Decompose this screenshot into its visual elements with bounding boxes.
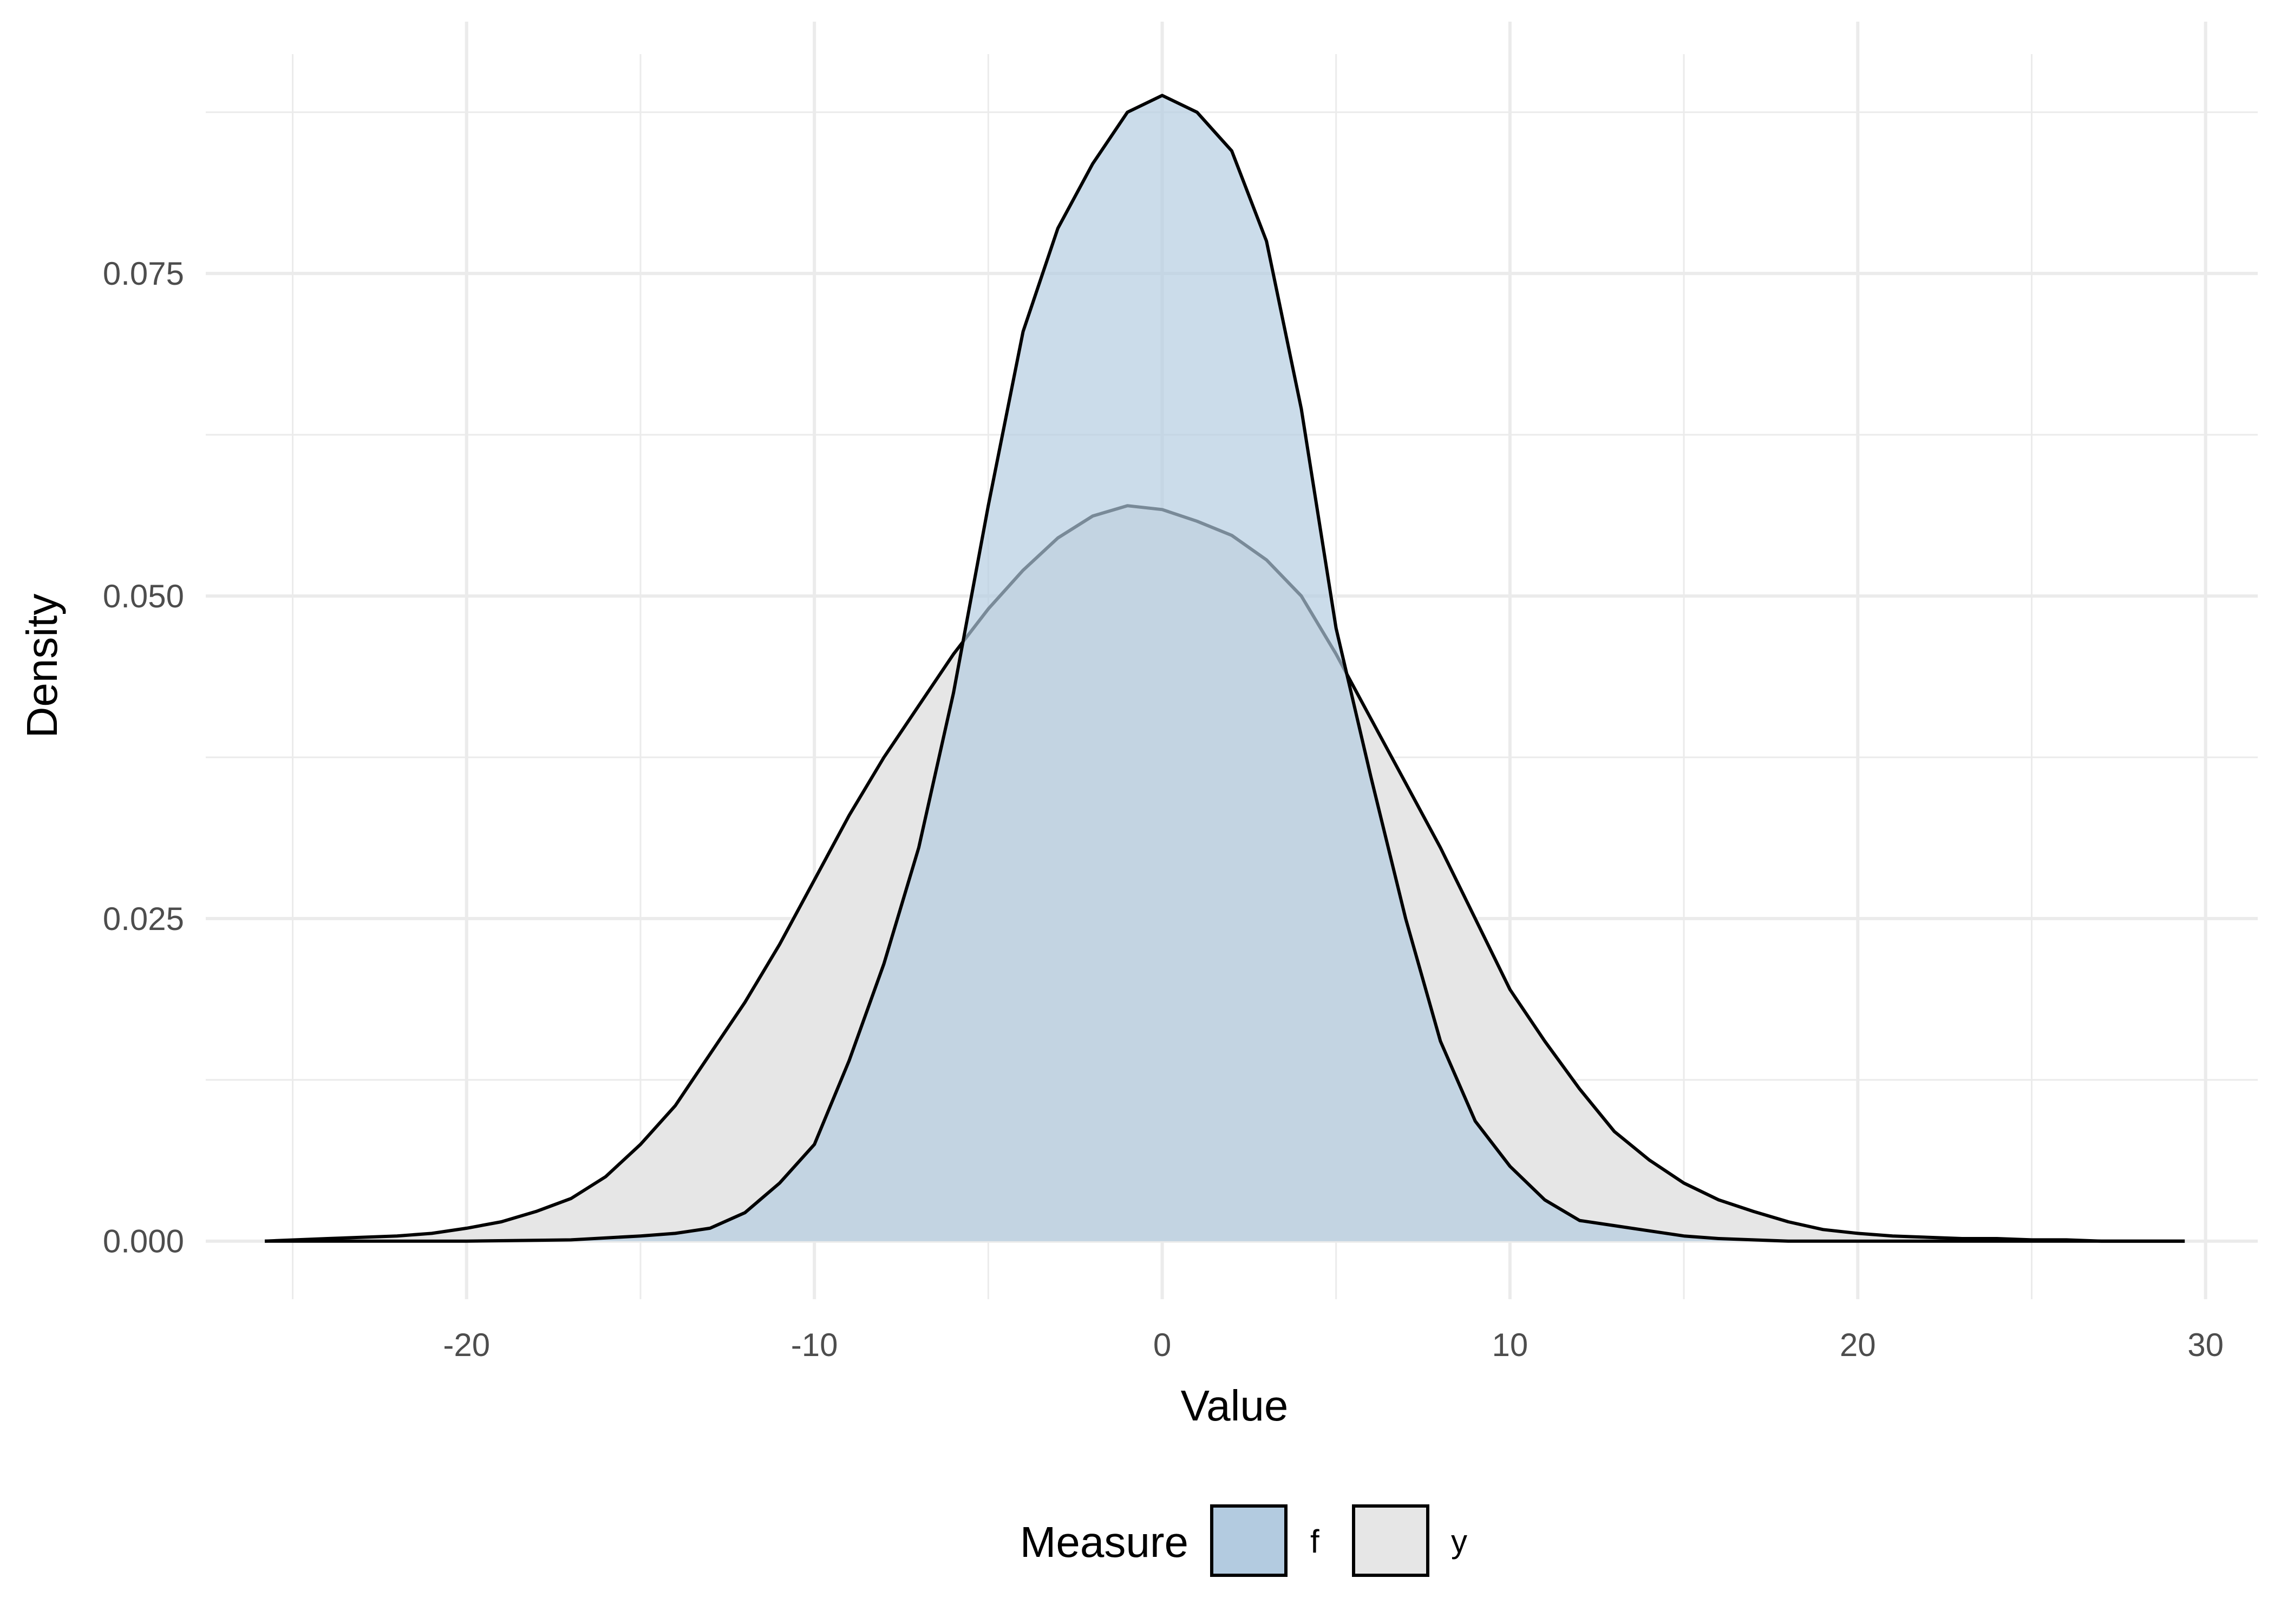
density-areas xyxy=(265,94,2185,1243)
x-tick-label: -10 xyxy=(791,1327,838,1363)
legend-label-f: f xyxy=(1310,1523,1319,1560)
legend-label-y: y xyxy=(1451,1523,1467,1560)
legend-key-y xyxy=(1352,1504,1429,1577)
x-tick-label: -20 xyxy=(443,1327,490,1363)
legend-title: Measure xyxy=(1020,1518,1188,1566)
x-tick-label: 20 xyxy=(1840,1327,1876,1363)
x-axis-title: Value xyxy=(1181,1381,1289,1430)
y-axis-title: Density xyxy=(18,594,66,738)
y-tick-label: 0.000 xyxy=(103,1223,184,1260)
y-tick-label: 0.075 xyxy=(103,256,184,292)
x-axis-ticks: -20 -10 0 10 20 30 xyxy=(443,1327,2224,1363)
y-tick-label: 0.050 xyxy=(103,578,184,614)
legend-key-f xyxy=(1210,1504,1288,1577)
y-tick-label: 0.025 xyxy=(103,901,184,937)
density-area-f xyxy=(265,95,2185,1241)
y-axis-ticks: 0.000 0.025 0.050 0.075 xyxy=(103,256,184,1260)
legend: Measure f y xyxy=(1020,1504,1467,1577)
density-line-f xyxy=(265,94,2185,1243)
x-tick-label: 30 xyxy=(2187,1327,2224,1363)
x-tick-label: 10 xyxy=(1492,1327,1528,1363)
x-tick-label: 0 xyxy=(1153,1327,1171,1363)
